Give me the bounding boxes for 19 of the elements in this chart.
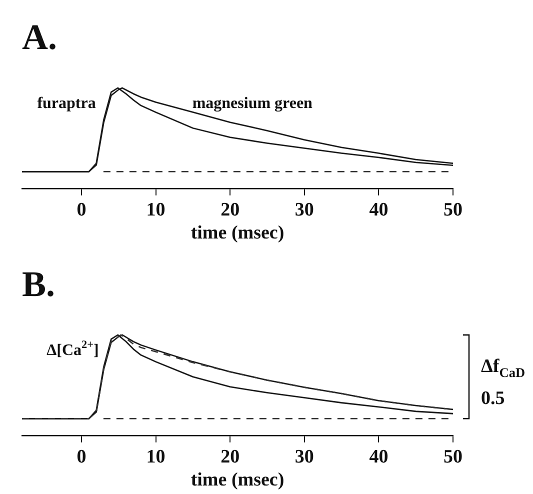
- x-axis-title: time (msec): [190, 470, 284, 491]
- x-tick-label: 10: [146, 200, 166, 221]
- x-tick-label: 50: [444, 200, 462, 221]
- x-axis-title: time (msec): [190, 222, 284, 244]
- series-label: magnesium green: [192, 95, 313, 112]
- x-tick-label: 20: [220, 200, 240, 221]
- x-tick-label: 20: [220, 446, 240, 468]
- x-tick-label: 0: [76, 446, 86, 468]
- text: 0.5: [481, 388, 505, 409]
- series-label: furaptra: [37, 95, 96, 112]
- x-tick-label: 0: [76, 200, 86, 221]
- chart-title: A.: [22, 16, 57, 57]
- x-tick-label: 40: [369, 446, 388, 468]
- x-tick-label: 30: [294, 200, 314, 221]
- x-tick-label: 40: [369, 200, 388, 221]
- x-tick-label: 10: [146, 446, 166, 468]
- x-tick-label: 30: [294, 446, 314, 468]
- chart-title: B.: [22, 264, 56, 304]
- x-tick-label: 50: [444, 446, 462, 468]
